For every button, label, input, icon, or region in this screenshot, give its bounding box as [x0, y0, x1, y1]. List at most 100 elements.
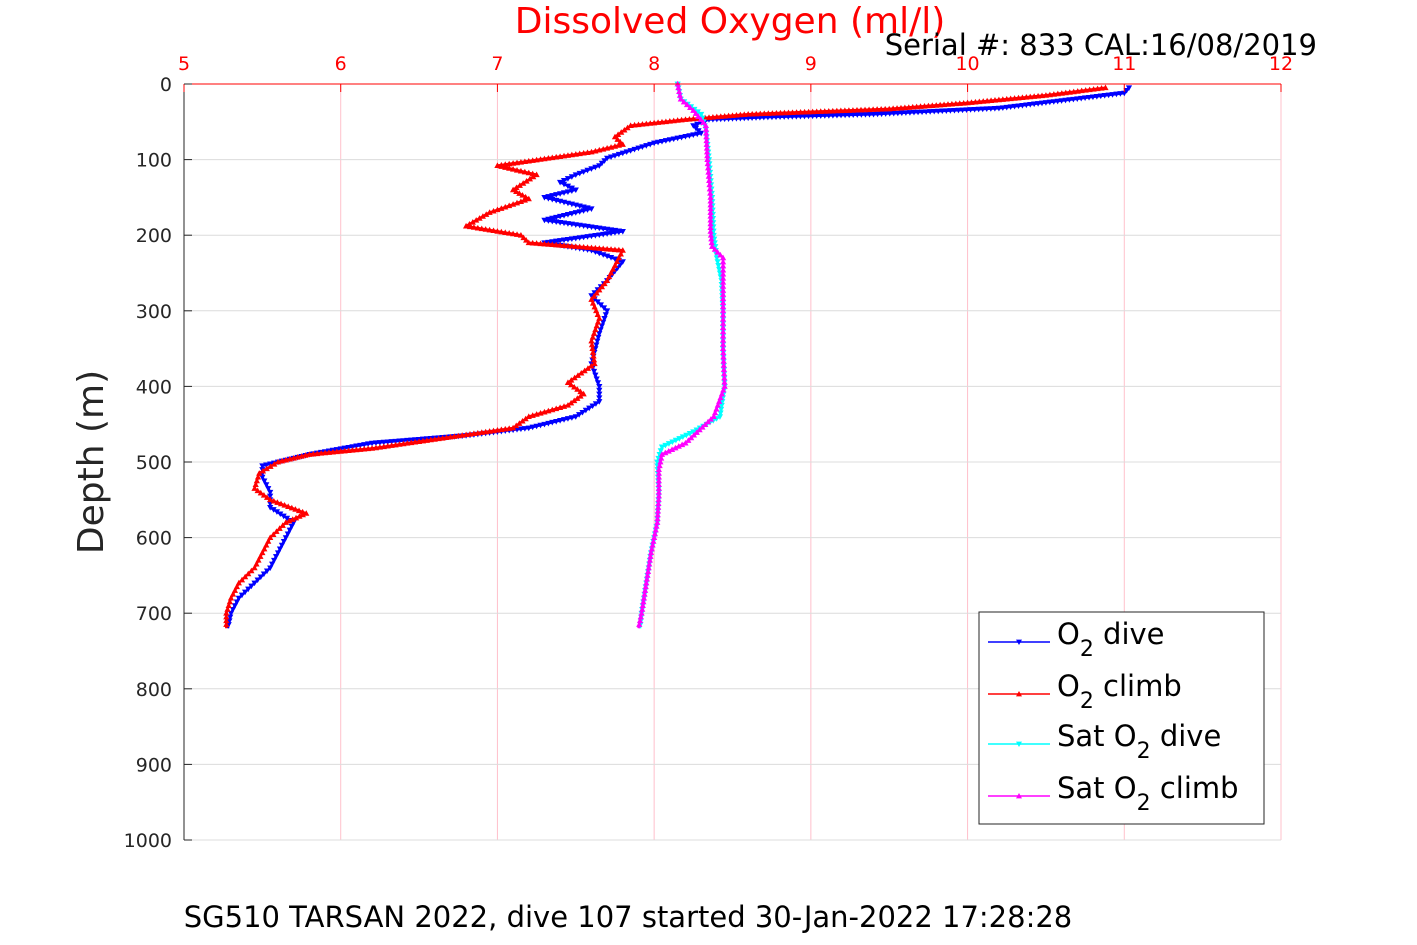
data-point	[980, 98, 987, 104]
data-point	[580, 149, 587, 156]
data-point	[611, 143, 619, 149]
data-point	[576, 150, 583, 157]
data-point	[580, 243, 587, 250]
data-point	[596, 225, 603, 232]
data-point	[589, 300, 597, 306]
data-point	[288, 504, 295, 511]
data-point	[404, 440, 411, 446]
data-point	[600, 226, 607, 232]
data-point	[918, 109, 926, 116]
data-point	[631, 121, 638, 128]
data-point	[288, 523, 295, 530]
x-tick-label: 10	[955, 53, 979, 75]
data-point	[619, 259, 626, 265]
data-point	[229, 591, 237, 597]
data-point	[525, 169, 532, 176]
data-point	[1082, 95, 1089, 102]
data-point	[960, 99, 967, 106]
data-point	[607, 246, 615, 252]
x-tick-label: 11	[1112, 53, 1136, 75]
data-point	[314, 450, 321, 457]
legend-label: O2 climb	[1057, 669, 1182, 714]
data-point	[580, 223, 587, 229]
data-point	[1074, 96, 1081, 102]
data-point	[1042, 92, 1050, 98]
data-point	[564, 236, 572, 243]
data-point	[621, 126, 628, 133]
data-point	[592, 244, 599, 251]
legend-swatch-marker	[1016, 691, 1022, 697]
data-point	[604, 245, 611, 252]
data-point	[611, 262, 619, 268]
data-point	[1062, 97, 1069, 104]
data-point	[809, 108, 816, 115]
data-point	[658, 444, 666, 451]
data-point	[615, 246, 622, 253]
data-point	[695, 113, 702, 119]
data-point	[282, 519, 289, 525]
data-point	[592, 372, 599, 379]
legend-label-subscript: 2	[1080, 637, 1094, 662]
data-point	[251, 580, 258, 587]
data-point	[597, 327, 604, 333]
data-point	[588, 166, 595, 172]
y-axis-label: Depth (m)	[71, 370, 112, 554]
data-point	[662, 118, 670, 125]
data-point	[513, 231, 521, 237]
data-point	[601, 280, 608, 287]
data-point	[486, 428, 493, 434]
data-point	[462, 222, 470, 229]
data-point	[435, 435, 442, 442]
data-point	[376, 440, 384, 446]
data-point	[596, 384, 603, 390]
data-point	[1011, 103, 1018, 110]
data-point	[564, 379, 572, 385]
data-point	[263, 541, 270, 548]
data-point	[704, 418, 712, 425]
data-point	[525, 195, 532, 202]
data-point	[588, 224, 595, 231]
data-point	[502, 164, 509, 170]
data-point	[274, 499, 281, 505]
data-point	[829, 107, 836, 114]
data-point	[549, 406, 556, 413]
data-point	[502, 229, 509, 235]
data-point	[388, 442, 395, 448]
data-point	[600, 231, 607, 238]
data-point	[265, 538, 272, 544]
data-point	[1066, 89, 1073, 95]
data-point	[588, 362, 595, 369]
data-point	[607, 230, 615, 237]
data-point	[294, 454, 301, 460]
data-point	[564, 221, 572, 227]
data-point	[690, 115, 697, 122]
data-point	[983, 106, 990, 112]
data-point	[520, 180, 527, 186]
data-point	[525, 157, 532, 164]
data-point	[318, 450, 325, 456]
data-point	[419, 437, 427, 444]
data-point	[693, 429, 700, 435]
data-point	[901, 104, 908, 111]
x-tick-label: 6	[335, 53, 347, 75]
data-point	[549, 154, 556, 161]
data-point	[255, 557, 262, 563]
data-point	[592, 233, 599, 239]
data-point	[845, 107, 853, 113]
data-point	[878, 111, 885, 118]
data-point	[248, 567, 255, 574]
data-point	[276, 525, 283, 531]
data-point	[274, 550, 282, 556]
data-point	[721, 113, 728, 119]
data-point	[593, 376, 600, 383]
data-point	[588, 244, 595, 251]
data-point	[1003, 95, 1010, 102]
data-point	[878, 106, 885, 112]
data-point	[979, 106, 986, 113]
data-point	[530, 173, 537, 180]
data-point	[519, 192, 526, 198]
data-point	[707, 416, 714, 422]
data-point	[254, 487, 261, 494]
data-point	[927, 109, 934, 115]
data-point	[572, 222, 579, 228]
